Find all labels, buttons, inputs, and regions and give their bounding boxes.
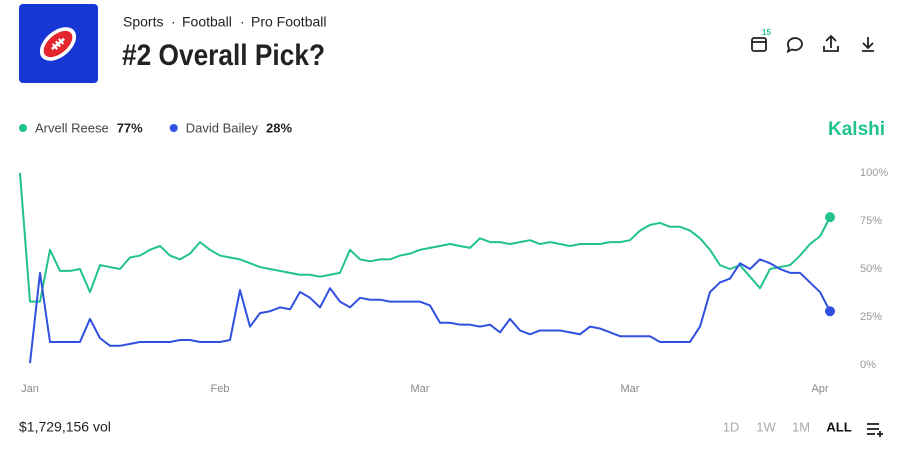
market-title: #2 Overall Pick? — [122, 39, 325, 72]
legend-name: David Bailey — [186, 120, 259, 135]
x-tick-label: Feb — [211, 383, 230, 395]
download-button[interactable] — [862, 37, 874, 52]
y-tick-label: 75% — [860, 215, 882, 227]
breadcrumb-separator: · — [240, 14, 245, 30]
x-tick-label: Apr — [811, 383, 828, 395]
range-button[interactable]: 1M — [792, 419, 810, 434]
x-tick-label: Mar — [621, 383, 640, 395]
current-point — [825, 306, 835, 317]
y-tick-label: 50% — [860, 263, 882, 275]
range-button[interactable]: 1D — [723, 419, 740, 434]
breadcrumb-item[interactable]: Pro Football — [251, 14, 326, 30]
breadcrumb-item[interactable]: Football — [182, 14, 232, 30]
calendar-button[interactable] — [751, 37, 767, 52]
y-tick-label: 25% — [860, 311, 882, 323]
range-button[interactable]: 1W — [756, 419, 776, 434]
football-icon — [39, 27, 77, 61]
legend-marker — [19, 124, 27, 132]
series-line — [19, 172, 831, 303]
options-button[interactable] — [867, 423, 883, 437]
y-tick-label: 100% — [860, 167, 888, 179]
breadcrumb-separator: · — [171, 14, 176, 30]
breadcrumb-item[interactable]: Sports — [123, 14, 163, 30]
y-tick-label: 0% — [860, 359, 876, 371]
calendar-badge: 15 — [762, 28, 771, 37]
legend-name: Arvell Reese — [35, 120, 109, 135]
brand-logo: Kalshi — [828, 119, 885, 140]
legend-value: 77% — [117, 120, 143, 135]
current-point — [825, 212, 835, 223]
comment-button[interactable] — [786, 37, 803, 54]
x-tick-label: Mar — [411, 383, 430, 395]
volume: $1,729,156 vol — [19, 419, 111, 435]
series-line — [29, 258, 831, 364]
share-button[interactable] — [823, 34, 839, 52]
legend-marker — [169, 124, 178, 132]
legend-value: 28% — [266, 120, 292, 135]
range-button[interactable]: ALL — [826, 419, 851, 434]
x-tick-label: Jan — [21, 383, 39, 395]
